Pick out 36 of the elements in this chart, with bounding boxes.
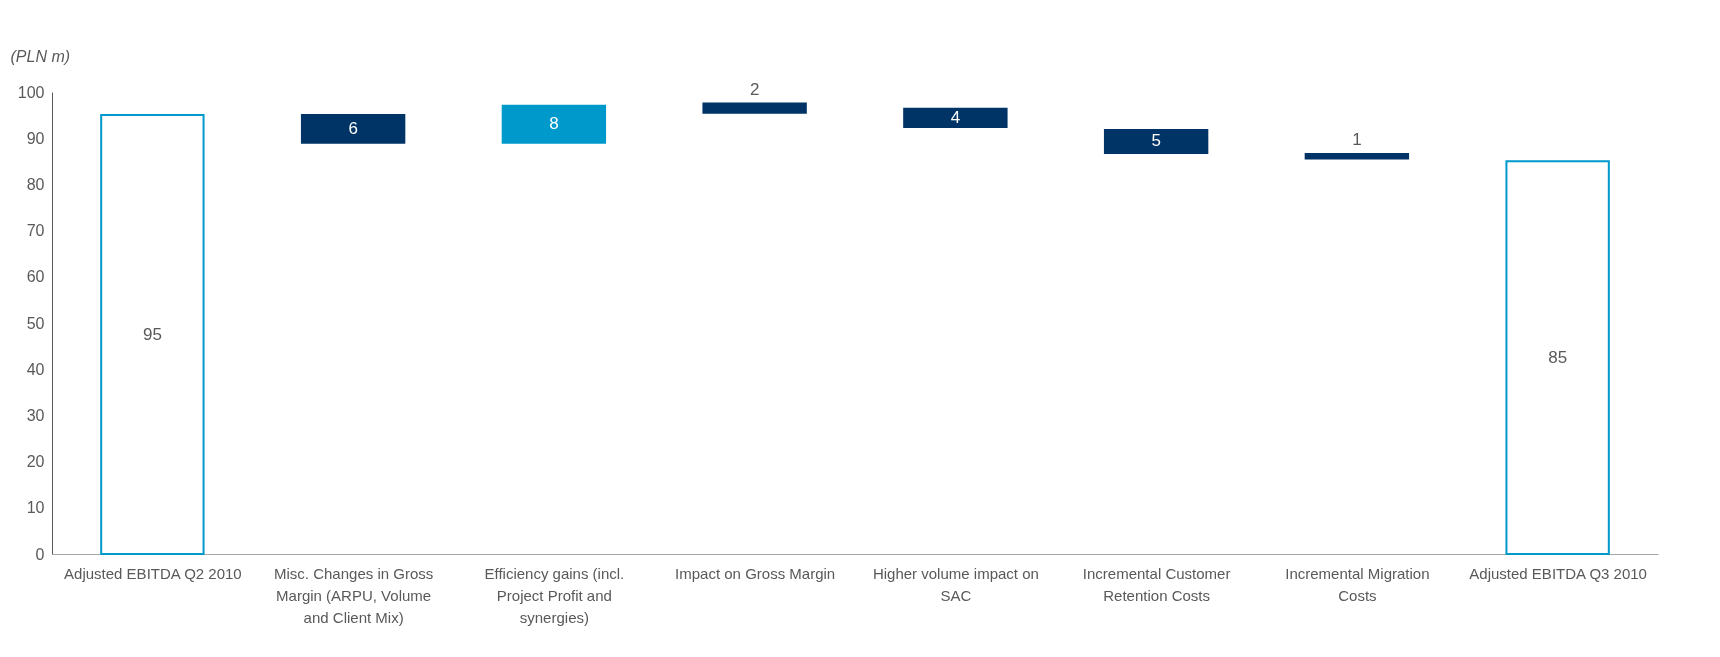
y-tick-label: 40 — [26, 360, 45, 378]
y-axis-title: (PLN m) — [10, 47, 71, 65]
bar — [501, 104, 607, 144]
y-tick-label: 30 — [26, 406, 45, 424]
x-tick-label: Higher volume impact on SAC — [872, 564, 1039, 604]
y-tick-label: 60 — [26, 268, 45, 286]
bar — [903, 107, 1008, 129]
data-label: 2 — [749, 79, 760, 99]
y-tick-label: 80 — [26, 175, 45, 193]
data-label: 6 — [348, 118, 358, 138]
data-label: 4 — [950, 107, 961, 127]
bar — [100, 114, 205, 555]
x-tick-label: Incremental Customer Retention Costs — [1082, 564, 1231, 604]
x-tick-label: Incremental Migration Costs — [1285, 564, 1430, 604]
x-tick-label: Adjusted EBITDA Q2 2010 — [64, 564, 242, 582]
data-label: 95 — [142, 324, 162, 344]
y-tick-label: 90 — [26, 129, 45, 147]
x-tick-label: Impact on Gross Margin — [675, 564, 836, 582]
data-label: 1 — [1352, 129, 1362, 149]
data-label: 85 — [1548, 347, 1568, 367]
y-tick-label: 50 — [26, 314, 45, 332]
y-tick-label: 0 — [35, 545, 45, 563]
bar — [1304, 152, 1410, 160]
bar — [1505, 160, 1610, 555]
x-tick-label: Adjusted EBITDA Q3 2010 — [1469, 564, 1647, 582]
data-label: 5 — [1151, 131, 1161, 151]
y-tick-label: 70 — [26, 222, 45, 240]
data-label: 8 — [549, 114, 559, 134]
bar — [300, 114, 406, 144]
bar — [1103, 128, 1209, 154]
y-tick-label: 100 — [17, 83, 45, 101]
y-tick-label: 20 — [26, 453, 45, 471]
x-tick-label: Efficiency gains (incl. Project Profit and synergies) — [484, 564, 625, 626]
y-tick-label: 10 — [26, 499, 45, 517]
x-tick-label: Misc. Changes in Gross Margin (ARPU, Volume and Client Mix) — [274, 564, 434, 626]
bar — [702, 102, 807, 114]
